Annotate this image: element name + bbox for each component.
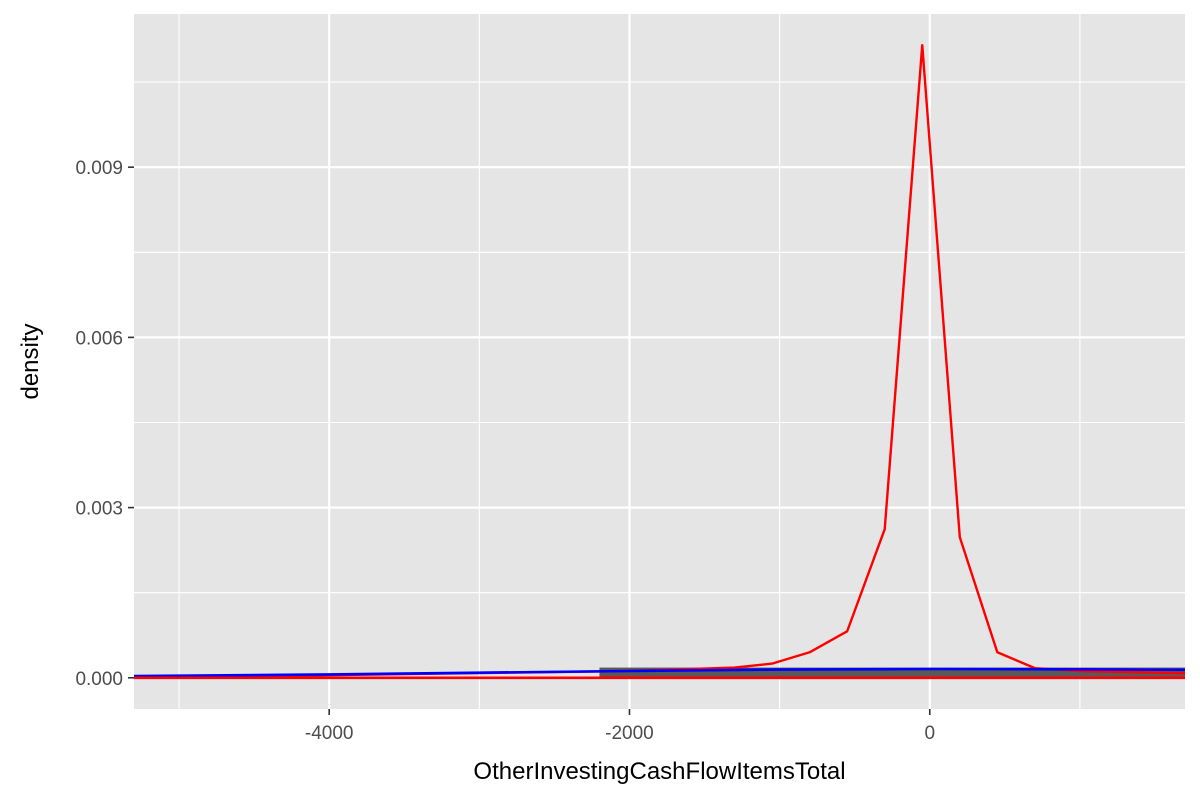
y-tick-label: 0.009 (75, 158, 123, 179)
series-layer (133, 44, 1186, 680)
x-tick-label: -4000 (305, 723, 354, 744)
y-tick-label: 0.003 (75, 499, 123, 520)
y-axis: 0.000 0.003 0.006 0.009 (75, 158, 134, 690)
density-line-3 (133, 667, 1186, 678)
y-axis-title: density (17, 323, 44, 399)
histogram-bar (599, 667, 1185, 678)
plot-panel (134, 14, 1185, 709)
x-tick-label: 0 (924, 723, 935, 744)
x-tick-label: -2000 (605, 723, 654, 744)
y-tick-label: 0.000 (75, 669, 123, 690)
y-tick-label: 0.006 (75, 328, 123, 349)
x-axis: -4000 -2000 0 (305, 709, 935, 744)
x-axis-title: OtherInvestingCashFlowItemsTotal (473, 758, 845, 785)
minor-gridlines (134, 14, 1185, 709)
